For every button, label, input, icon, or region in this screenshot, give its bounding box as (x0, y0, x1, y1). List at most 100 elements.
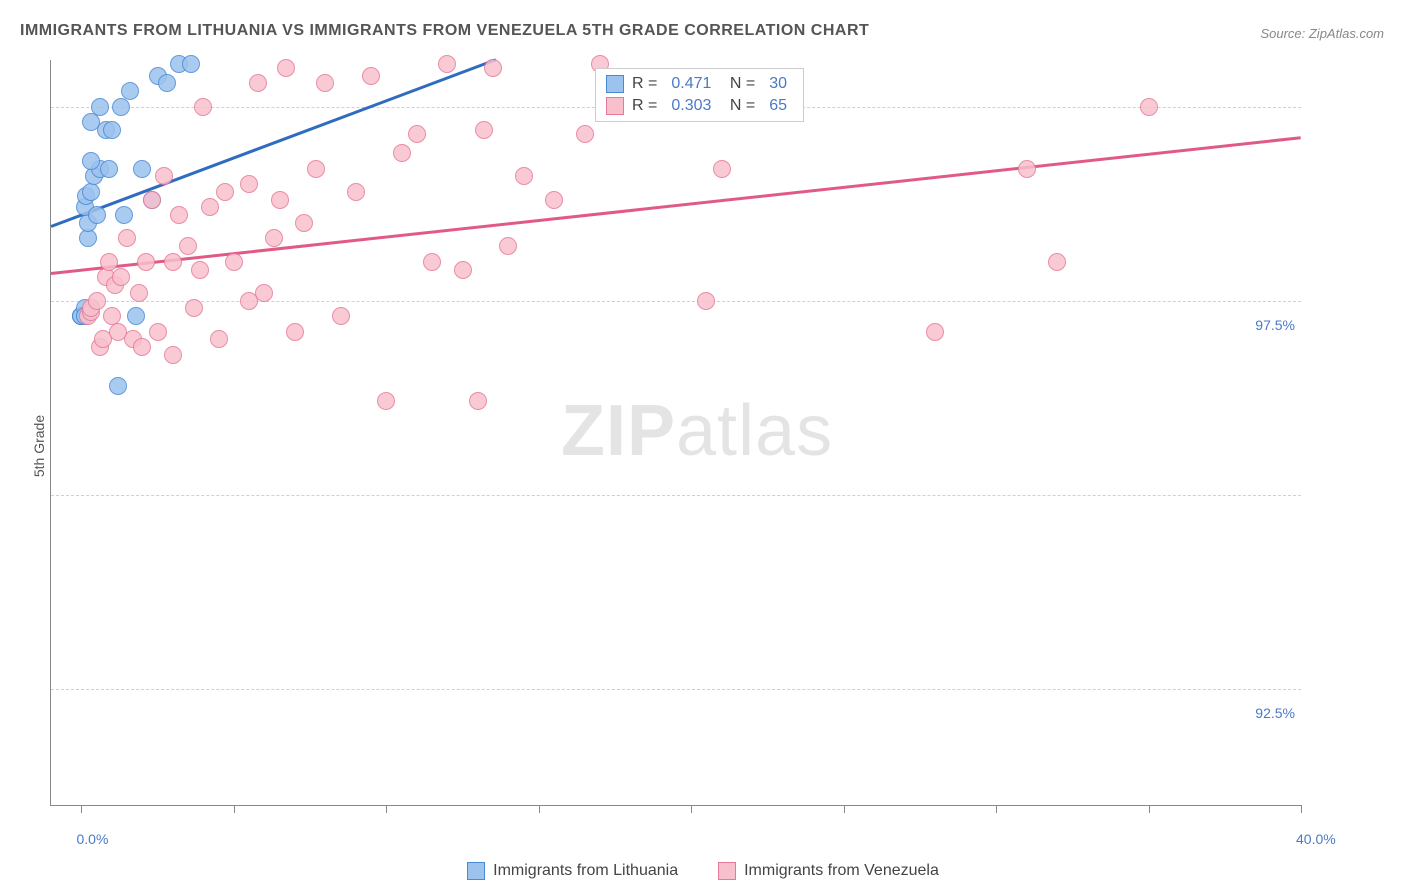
legend-item: Immigrants from Venezuela (718, 862, 939, 880)
data-point (109, 323, 127, 341)
data-point (277, 59, 295, 77)
data-point (143, 191, 161, 209)
stats-legend: R =0.471 N =30R =0.303 N =65 (595, 68, 804, 122)
y-axis-label: 5th Grade (31, 415, 47, 477)
data-point (286, 323, 304, 341)
data-point (307, 160, 325, 178)
data-point (182, 55, 200, 73)
data-point (82, 113, 100, 131)
x-tick (539, 805, 540, 813)
data-point (121, 82, 139, 100)
legend-label: Immigrants from Lithuania (493, 862, 678, 880)
data-point (469, 392, 487, 410)
data-point (240, 292, 258, 310)
stats-legend-row: R = 0.471 N = 30 (606, 73, 793, 95)
source-label: Source: ZipAtlas.com (1260, 26, 1384, 41)
data-point (115, 206, 133, 224)
data-point (1048, 253, 1066, 271)
gridline (51, 689, 1301, 690)
data-point (118, 229, 136, 247)
plot-area: ZIPatlas 92.5%97.5% (50, 60, 1301, 806)
gridline (51, 495, 1301, 496)
data-point (164, 346, 182, 364)
data-point (316, 74, 334, 92)
n-value: 65 (769, 97, 787, 115)
data-point (499, 237, 517, 255)
data-point (408, 125, 426, 143)
data-point (127, 307, 145, 325)
r-label: R = (632, 75, 657, 93)
legend-item: Immigrants from Lithuania (467, 862, 678, 880)
data-point (377, 392, 395, 410)
n-label: N = (725, 75, 755, 93)
data-point (88, 206, 106, 224)
data-point (475, 121, 493, 139)
data-point (88, 292, 106, 310)
data-point (191, 261, 209, 279)
data-point (103, 121, 121, 139)
legend-swatch (606, 97, 624, 115)
data-point (362, 67, 380, 85)
data-point (194, 98, 212, 116)
data-point (137, 253, 155, 271)
data-point (926, 323, 944, 341)
watermark-bold: ZIP (561, 391, 676, 471)
data-point (100, 253, 118, 271)
data-point (265, 229, 283, 247)
data-point (185, 299, 203, 317)
x-tick (234, 805, 235, 813)
data-point (225, 253, 243, 271)
data-point (133, 338, 151, 356)
data-point (164, 253, 182, 271)
data-point (158, 74, 176, 92)
data-point (454, 261, 472, 279)
data-point (271, 191, 289, 209)
data-point (484, 59, 502, 77)
data-point (79, 229, 97, 247)
data-point (713, 160, 731, 178)
data-point (393, 144, 411, 162)
data-point (1140, 98, 1158, 116)
data-point (697, 292, 715, 310)
data-point (295, 214, 313, 232)
r-value: 0.303 (671, 97, 711, 115)
x-tick (81, 805, 82, 813)
data-point (515, 167, 533, 185)
x-tick (1149, 805, 1150, 813)
x-tick (844, 805, 845, 813)
x-tick (996, 805, 997, 813)
data-point (438, 55, 456, 73)
data-point (179, 237, 197, 255)
r-value: 0.471 (671, 75, 711, 93)
n-value: 30 (769, 75, 787, 93)
data-point (112, 268, 130, 286)
data-point (545, 191, 563, 209)
legend-swatch (718, 862, 736, 880)
legend-swatch (467, 862, 485, 880)
data-point (91, 98, 109, 116)
chart-container: IMMIGRANTS FROM LITHUANIA VS IMMIGRANTS … (0, 0, 1406, 892)
data-point (133, 160, 151, 178)
data-point (82, 152, 100, 170)
data-point (210, 330, 228, 348)
x-tick (1301, 805, 1302, 813)
r-label: R = (632, 97, 657, 115)
gridline (51, 301, 1301, 302)
series-legend: Immigrants from Lithuania Immigrants from… (0, 862, 1406, 880)
data-point (170, 206, 188, 224)
chart-title: IMMIGRANTS FROM LITHUANIA VS IMMIGRANTS … (20, 22, 869, 40)
watermark: ZIPatlas (561, 390, 833, 472)
data-point (155, 167, 173, 185)
data-point (201, 198, 219, 216)
data-point (109, 377, 127, 395)
data-point (130, 284, 148, 302)
y-tick-label: 92.5% (1255, 705, 1295, 721)
x-tick-label: 0.0% (76, 831, 108, 847)
data-point (423, 253, 441, 271)
data-point (240, 175, 258, 193)
stats-legend-row: R =0.303 N =65 (606, 95, 793, 117)
x-tick (691, 805, 692, 813)
watermark-light: atlas (676, 391, 833, 471)
legend-label: Immigrants from Venezuela (744, 862, 939, 880)
data-point (112, 98, 130, 116)
